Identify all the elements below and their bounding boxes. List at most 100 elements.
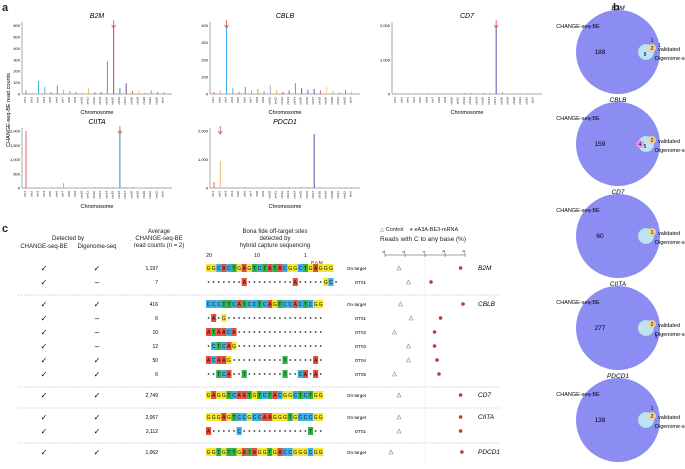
x-tick-label: chr4 (230, 97, 234, 103)
seq-box (251, 391, 257, 399)
seq-dot (294, 373, 297, 375)
seq-dot (253, 373, 256, 375)
x-tick-label: chr18 (129, 191, 133, 199)
x-tick-label: chr22 (154, 97, 158, 105)
venn-title: CBLB (610, 97, 628, 104)
x-tick-label: chr21 (148, 97, 152, 105)
y-tick-label: 600 (13, 23, 20, 28)
site-label: OT03 (355, 344, 367, 349)
seq-dot (279, 430, 281, 432)
read-count: 50 (152, 358, 158, 364)
venn-main-count: 60 (596, 233, 604, 240)
x-tick-label: chr13 (98, 97, 102, 105)
seq-base: C (304, 415, 308, 421)
x-tick-label: chr1 (23, 97, 27, 103)
seq-box (313, 413, 319, 421)
x-tick-label: chr4 (42, 97, 46, 103)
target-arrow (111, 20, 117, 29)
seq-dot (253, 281, 256, 283)
control-point (398, 301, 404, 307)
seq-base: A (222, 415, 226, 421)
seq-box (292, 413, 298, 421)
venn-digenome-label: Digenome-seq (655, 240, 685, 246)
panel-a-label: a (2, 2, 9, 14)
dig-check: ✓ (94, 370, 101, 379)
x-tick-label: chr16 (305, 191, 309, 199)
pos-10: 10 (254, 253, 261, 259)
seq-box (236, 413, 242, 421)
seq-base: G (258, 450, 262, 456)
seq-box (262, 300, 268, 308)
panel-c-table: 0.010.1110100✓✓1,197GGCACTGAGTCTATACGGCT… (18, 250, 500, 462)
treated-point (432, 330, 437, 334)
gene-label: CIITA (478, 414, 494, 421)
seq-box (318, 413, 324, 421)
seq-dot (304, 345, 307, 347)
control-point (388, 449, 394, 455)
seq-base: C (207, 302, 211, 308)
seq-base: T (233, 450, 236, 456)
site-label: OT05 (355, 372, 367, 377)
x-tick-label: chr4 (230, 191, 234, 197)
x-tick-label: chr2 (399, 97, 403, 103)
x-tick-label: chr6 (54, 97, 58, 103)
seq-box (236, 448, 242, 456)
seq-base: A (243, 393, 247, 399)
seq-dot (304, 331, 307, 333)
table-row: ✓ –12 C T C A G OT03 (41, 342, 437, 351)
y-tick-label: 0 (206, 92, 209, 97)
seq-base: G (273, 415, 277, 421)
dig-check: – (95, 328, 100, 337)
seq-base: C (299, 372, 303, 378)
x-tick-label: chr16 (487, 97, 491, 105)
read-count: 7 (155, 280, 158, 286)
x-tick-label: chr7 (249, 97, 253, 103)
seq-dot (258, 373, 261, 375)
venn-digonly-count: 1 (655, 334, 658, 340)
venn-title: B2M (611, 5, 625, 12)
seq-dot (253, 345, 256, 347)
seq-base: C (309, 415, 313, 421)
seq-box (221, 314, 227, 322)
venn-main-circle (576, 286, 660, 370)
x-tick-label: chr6 (242, 191, 246, 197)
x-tick-label: chr8 (67, 97, 71, 103)
seq-base: A (263, 415, 267, 421)
seq-base: A (243, 450, 247, 456)
seq-box (206, 328, 212, 336)
seq-dot (279, 359, 281, 361)
seq-dot (273, 331, 276, 333)
seq-base: C (253, 415, 257, 421)
seq-dot (304, 430, 307, 432)
x-tick-label: chr19 (506, 97, 510, 105)
seq-box (221, 342, 227, 350)
x-tick-label: chr6 (242, 97, 246, 103)
seq-base: C (232, 393, 236, 399)
x-tick-label: chr5 (48, 97, 52, 103)
venn-validated-label: validated (658, 323, 680, 329)
panel-b-label: b (613, 2, 620, 14)
seq-dot (263, 373, 266, 375)
site-label: On-target (347, 393, 367, 398)
seq-base: A (314, 358, 318, 364)
target-arrow (224, 20, 229, 29)
seq-box (302, 264, 308, 272)
seq-box (221, 370, 227, 378)
y-tick-label: 200 (13, 69, 20, 74)
x-axis-label: Chromosome (268, 204, 301, 210)
y-tick-label: 2,000 (10, 129, 21, 134)
seq-base: A (243, 266, 247, 272)
cbe-check: ✓ (41, 264, 48, 273)
seq-box (287, 448, 293, 456)
seq-dot (233, 430, 235, 432)
table-row: ✓ ✓ 1,197 G G C A C T G A G T C T A T A C G G C T G A G G G On-targe… (41, 264, 492, 273)
x-tick-label: chr17 (311, 191, 315, 199)
seq-base: T (233, 266, 236, 272)
x-tick-label: chr21 (336, 97, 340, 105)
seq-base: G (207, 415, 211, 421)
dig-check: ✓ (94, 356, 101, 365)
venn-cd7: CD7 CHANGE-seq-BE 60 1 validated Digenome-seq (556, 189, 685, 278)
seq-dot (248, 430, 251, 432)
venn-main-count: 159 (595, 141, 606, 148)
seq-box (241, 370, 247, 378)
